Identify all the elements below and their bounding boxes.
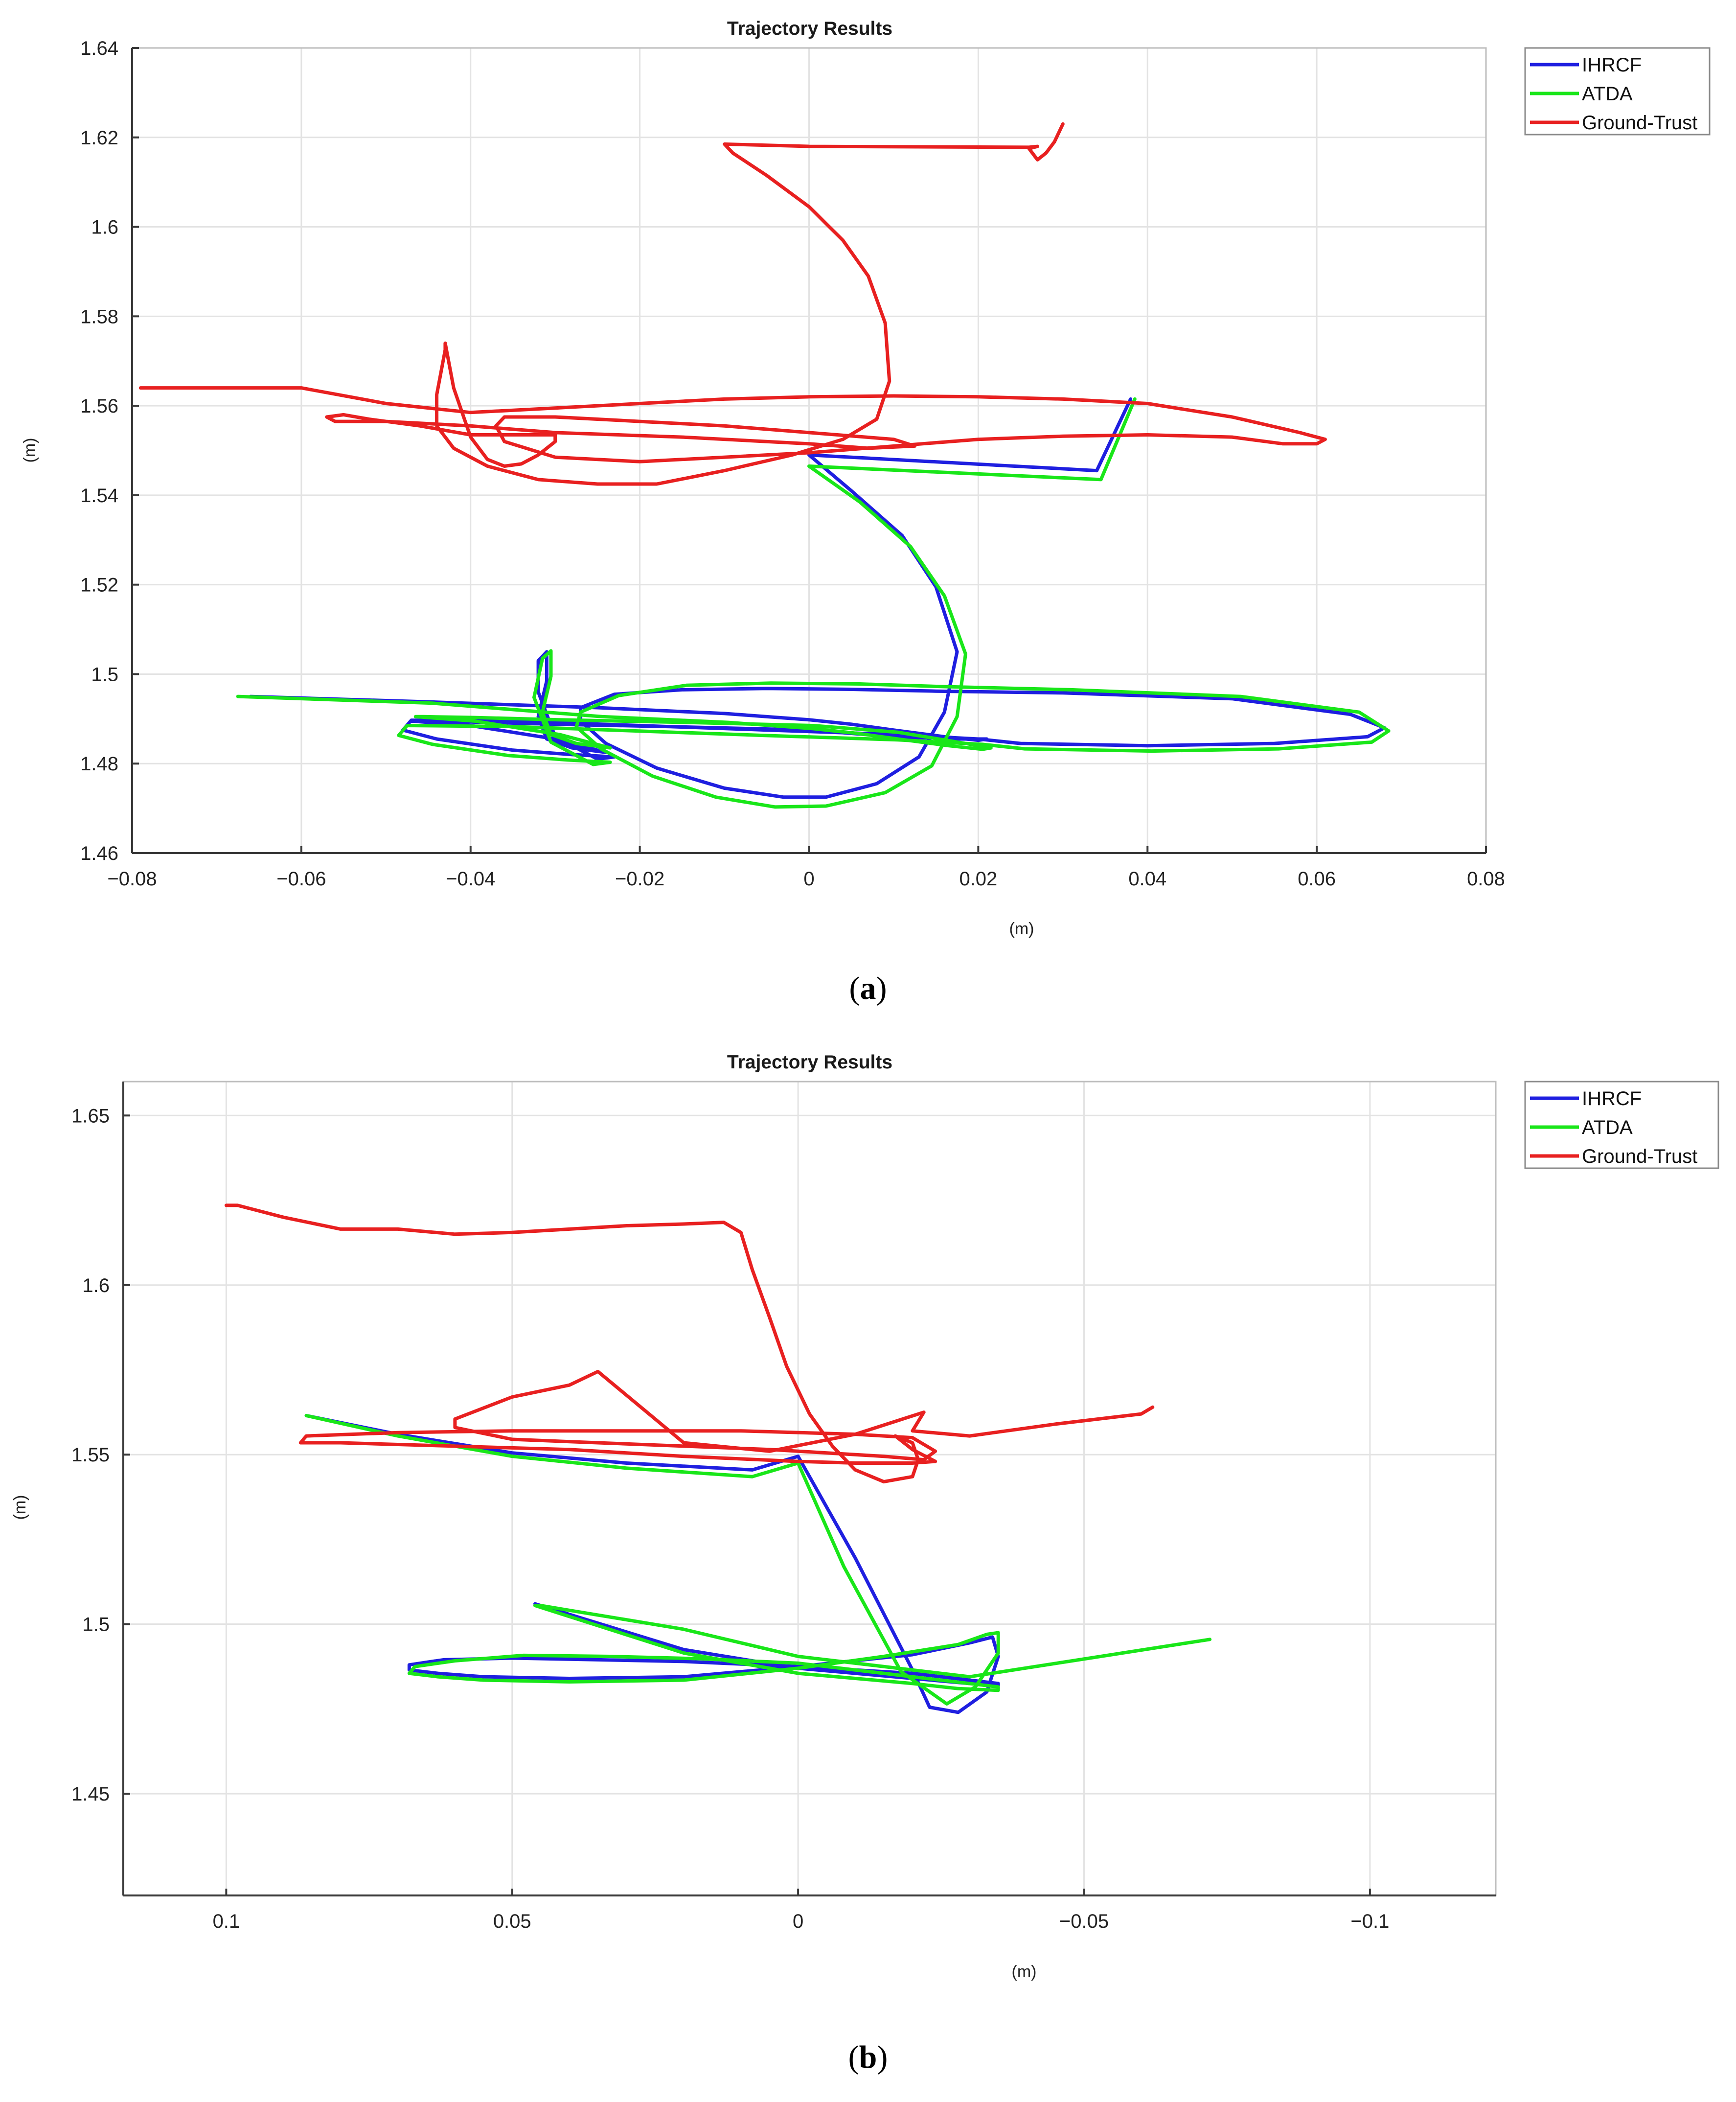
legend-box-a xyxy=(1524,47,1711,136)
y-tick-label-a: 1.58 xyxy=(80,306,118,327)
y-tick-label-a: 1.5 xyxy=(91,664,118,685)
y-tick-label-a: 1.46 xyxy=(80,843,118,864)
legend-box-b xyxy=(1524,1081,1719,1169)
caption-letter-a: a xyxy=(860,970,876,1006)
y-tick-label-a: 1.54 xyxy=(80,485,118,507)
legend-label-atda-a: ATDA xyxy=(1582,83,1633,105)
x-tick-label-a: 0 xyxy=(803,868,814,890)
legend-label-ground-trust-b: Ground-Trust xyxy=(1582,1146,1697,1167)
x-tick-label-b: −0.1 xyxy=(1350,1911,1389,1932)
x-tick-label-b: 0.05 xyxy=(493,1911,531,1932)
y-ticks-b: 1.45 1.5 1.55 1.6 1.65 xyxy=(71,1105,130,1805)
series-line-ground-trust-a xyxy=(138,122,1327,486)
chart-title-a: Trajectory Results xyxy=(727,18,892,39)
x-axis-label-b: (m) xyxy=(1012,1963,1037,1981)
x-tick-label-a: −0.08 xyxy=(107,868,157,890)
legend-b: IHRCF ATDA Ground-Trust xyxy=(1524,1081,1719,1169)
y-tick-label-a: 1.62 xyxy=(80,127,118,149)
y-tick-label-b: 1.55 xyxy=(71,1444,110,1466)
x-ticks-a: −0.08 −0.06 −0.04 −0.02 0 0.02 0.04 0.06 0.08 xyxy=(107,846,1505,890)
chart-title-b: Trajectory Results xyxy=(727,1052,892,1073)
series-line-ground-trust-b xyxy=(224,1203,1155,1484)
y-ticks-a: 1.46 1.48 1.5 1.52 1.54 1.56 1.58 1.6 1.62 1.64 xyxy=(80,38,139,864)
y-tick-label-b: 1.45 xyxy=(71,1783,110,1805)
x-tick-label-a: −0.06 xyxy=(276,868,326,890)
y-tick-label-b: 1.5 xyxy=(82,1614,110,1636)
legend-label-atda-b: ATDA xyxy=(1582,1117,1633,1138)
y-tick-label-a: 1.56 xyxy=(80,395,118,417)
axes-b xyxy=(122,1082,1496,1896)
panel-b: Trajectory Results 0.1 0.05 0 −0.05 −0.1 1.4… xyxy=(11,1052,1719,2075)
x-tick-label-b: −0.05 xyxy=(1059,1911,1109,1932)
grid-a xyxy=(131,47,1487,854)
x-tick-label-a: 0.02 xyxy=(959,868,997,890)
x-tick-label-b: 0 xyxy=(793,1911,803,1932)
caption-letter-b: b xyxy=(859,2039,877,2075)
y-tick-label-a: 1.6 xyxy=(91,217,118,238)
series-line-atda-b xyxy=(304,1414,1212,1706)
caption-b: (b) xyxy=(848,2039,888,2075)
x-tick-label-b: 0.1 xyxy=(213,1911,240,1932)
x-tick-label-a: −0.04 xyxy=(446,868,495,890)
y-axis-label-b: (m) xyxy=(11,1495,29,1520)
legend-label-ground-trust-a: Ground-Trust xyxy=(1582,112,1697,134)
caption-a: (a) xyxy=(849,970,887,1006)
series-group-b xyxy=(224,1203,1212,1714)
y-tick-label-a: 1.48 xyxy=(80,753,118,775)
x-ticks-b: 0.1 0.05 0 −0.05 −0.1 xyxy=(213,1889,1389,1932)
y-tick-label-b: 1.65 xyxy=(71,1105,110,1127)
x-tick-label-a: −0.02 xyxy=(615,868,664,890)
legend-label-ihrcf-a: IHRCF xyxy=(1582,54,1642,76)
y-tick-label-a: 1.52 xyxy=(80,575,118,596)
series-line-atda-a xyxy=(236,397,1391,809)
grid-b xyxy=(123,1082,1496,1895)
series-line-ihrcf-b xyxy=(304,1414,1000,1714)
y-tick-label-b: 1.6 xyxy=(82,1275,110,1296)
legend-a: IHRCF ATDA Ground-Trust xyxy=(1524,47,1711,136)
x-tick-label-a: 0.04 xyxy=(1128,868,1166,890)
panel-a: Trajectory Results −0.08 −0.06 −0.04 −0.02 0… xyxy=(21,18,1711,1006)
x-tick-label-a: 0.08 xyxy=(1467,868,1505,890)
y-axis-label-a: (m) xyxy=(21,438,39,463)
x-tick-label-a: 0.06 xyxy=(1298,868,1336,890)
x-axis-label-a: (m) xyxy=(1009,920,1034,938)
legend-label-ihrcf-b: IHRCF xyxy=(1582,1088,1642,1109)
y-tick-label-a: 1.64 xyxy=(80,38,118,59)
series-group-a xyxy=(138,122,1391,809)
